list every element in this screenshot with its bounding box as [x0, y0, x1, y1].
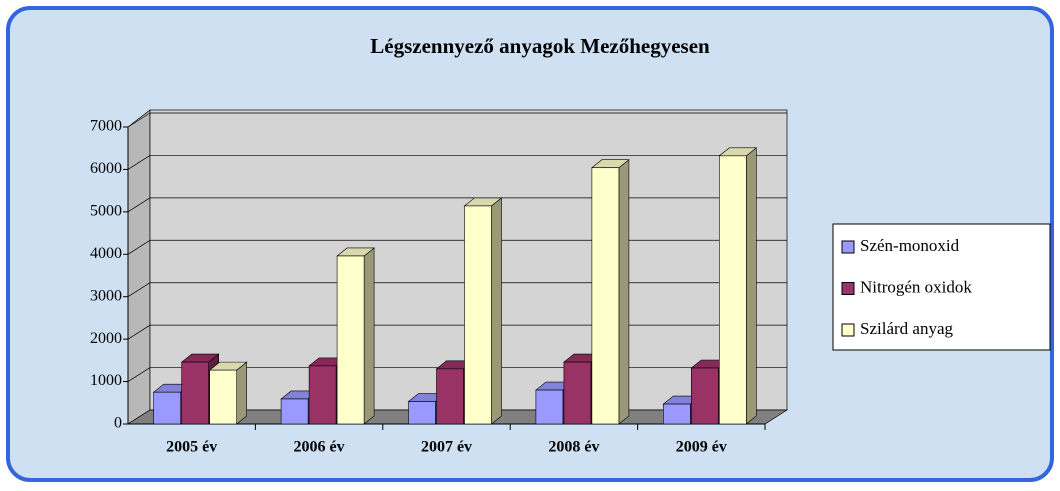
legend-swatch [841, 240, 855, 254]
x-tick-label: 2007 év [421, 439, 472, 456]
y-tick-label: 2000 [90, 330, 122, 347]
y-tick-label: 4000 [90, 245, 122, 262]
bar-side [745, 147, 757, 425]
x-tick-label: 2005 év [166, 439, 217, 456]
bar-side [491, 197, 502, 425]
bar [662, 403, 691, 425]
bar-side [363, 247, 375, 425]
grid-line [127, 112, 151, 128]
bar [308, 365, 337, 425]
bar [336, 255, 365, 425]
grid-line [127, 367, 151, 382]
y-tick-label: 6000 [90, 160, 122, 177]
y-tick-label: 5000 [90, 203, 122, 220]
bar [591, 167, 620, 425]
y-tick-label: 0 [114, 415, 122, 432]
bar [408, 401, 436, 425]
legend-label: Szilárd anyag [860, 319, 953, 338]
grid-line [127, 155, 151, 170]
bar-side [236, 361, 247, 425]
legend-swatch [841, 282, 855, 295]
bar [181, 361, 209, 425]
bar [280, 398, 309, 425]
bar [209, 369, 237, 425]
bar [690, 367, 719, 425]
grid-line [127, 282, 151, 298]
y-tick-label: 3000 [90, 287, 122, 304]
bar [464, 205, 492, 425]
bar [535, 389, 564, 425]
bar [153, 391, 181, 425]
y-tick-label: 1000 [90, 372, 122, 389]
legend-label: Szén-monoxid [860, 236, 960, 255]
x-tick-label: 2006 év [294, 439, 345, 456]
x-tick-label: 2009 év [676, 439, 727, 456]
grid-line [127, 239, 151, 255]
bar [436, 368, 464, 425]
legend-box [832, 223, 1051, 351]
legend-swatch [841, 323, 855, 337]
bar [718, 155, 747, 425]
bar [563, 361, 592, 425]
y-tick-label: 7000 [90, 118, 122, 135]
bar-side [618, 159, 630, 425]
legend-label: Nitrogén oxidok [860, 277, 972, 296]
grid-line [127, 197, 151, 213]
x-tick-label: 2008 év [548, 439, 599, 456]
side-wall [127, 109, 151, 425]
chart-title: Légszennyező anyagok Mezőhegyesen [370, 34, 710, 58]
grid-line [127, 324, 151, 340]
